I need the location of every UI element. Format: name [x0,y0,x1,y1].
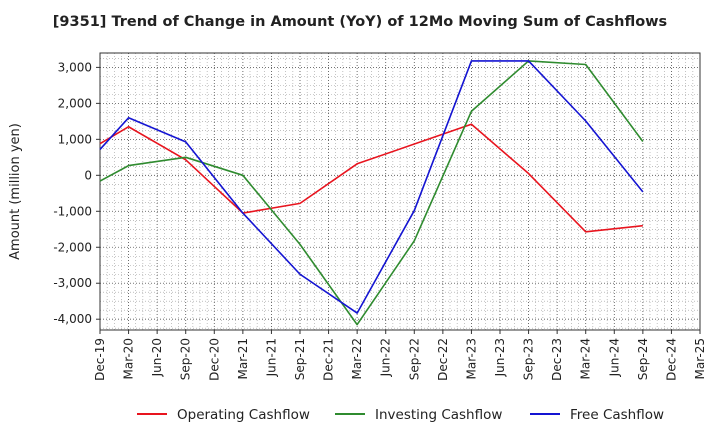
y-tick-label: -2,000 [53,240,92,254]
x-tick-label: Jun-23 [493,338,507,377]
legend-item-operating-cashflow: Operating Cashflow [137,407,310,423]
x-tick-label: Mar-22 [350,338,364,379]
legend-label: Operating Cashflow [177,407,310,423]
x-tick-label: Sep-20 [179,338,193,380]
x-tick-label: Dec-20 [207,338,221,381]
series-line-operating-cashflow [99,123,643,233]
series-line-free-cashflow [99,60,644,314]
x-tick-label: Mar-24 [579,338,593,379]
legend-label: Investing Cashflow [375,407,502,423]
legend-label: Free Cashflow [570,407,664,423]
x-tick-label: Sep-23 [522,338,536,380]
legend-item-investing-cashflow: Investing Cashflow [335,407,502,423]
y-axis-label: Amount (million yen) [8,123,23,260]
x-tick-label: Mar-20 [122,338,136,379]
grid-major [100,53,700,330]
y-tick-label: -4,000 [53,312,92,326]
x-tick-label: Jun-21 [264,338,278,377]
x-tick-label: Dec-22 [436,338,450,381]
x-tick-label: Sep-22 [407,338,421,380]
y-tick-label: 3,000 [58,60,92,74]
y-tick-label: 0 [84,168,92,182]
legend-item-free-cashflow: Free Cashflow [530,407,664,423]
x-tick-label: Dec-21 [322,338,336,381]
plot-frame [99,52,701,331]
x-tick-label: Mar-25 [693,338,707,379]
x-tick-label: Sep-21 [293,338,307,380]
x-tick-label: Sep-24 [636,338,650,380]
x-tick-label: Dec-24 [664,338,678,381]
series-line-investing-cashflow [99,60,644,326]
y-tick-label: -3,000 [53,276,92,290]
chart-title: [9351] Trend of Change in Amount (YoY) o… [52,14,668,30]
x-tick-label: Jun-24 [607,338,621,377]
x-tick-label: Dec-19 [93,338,107,381]
y-tick-label: 2,000 [58,96,92,110]
x-tick-label: Jun-20 [150,338,164,377]
x-tick-label: Dec-23 [550,338,564,381]
y-tick-label: -1,000 [53,204,92,218]
x-tick-label: Mar-21 [236,338,250,379]
x-tick-label: Jun-22 [379,338,393,377]
y-tick-label: 1,000 [58,132,92,146]
x-tick-label: Mar-23 [464,338,478,379]
